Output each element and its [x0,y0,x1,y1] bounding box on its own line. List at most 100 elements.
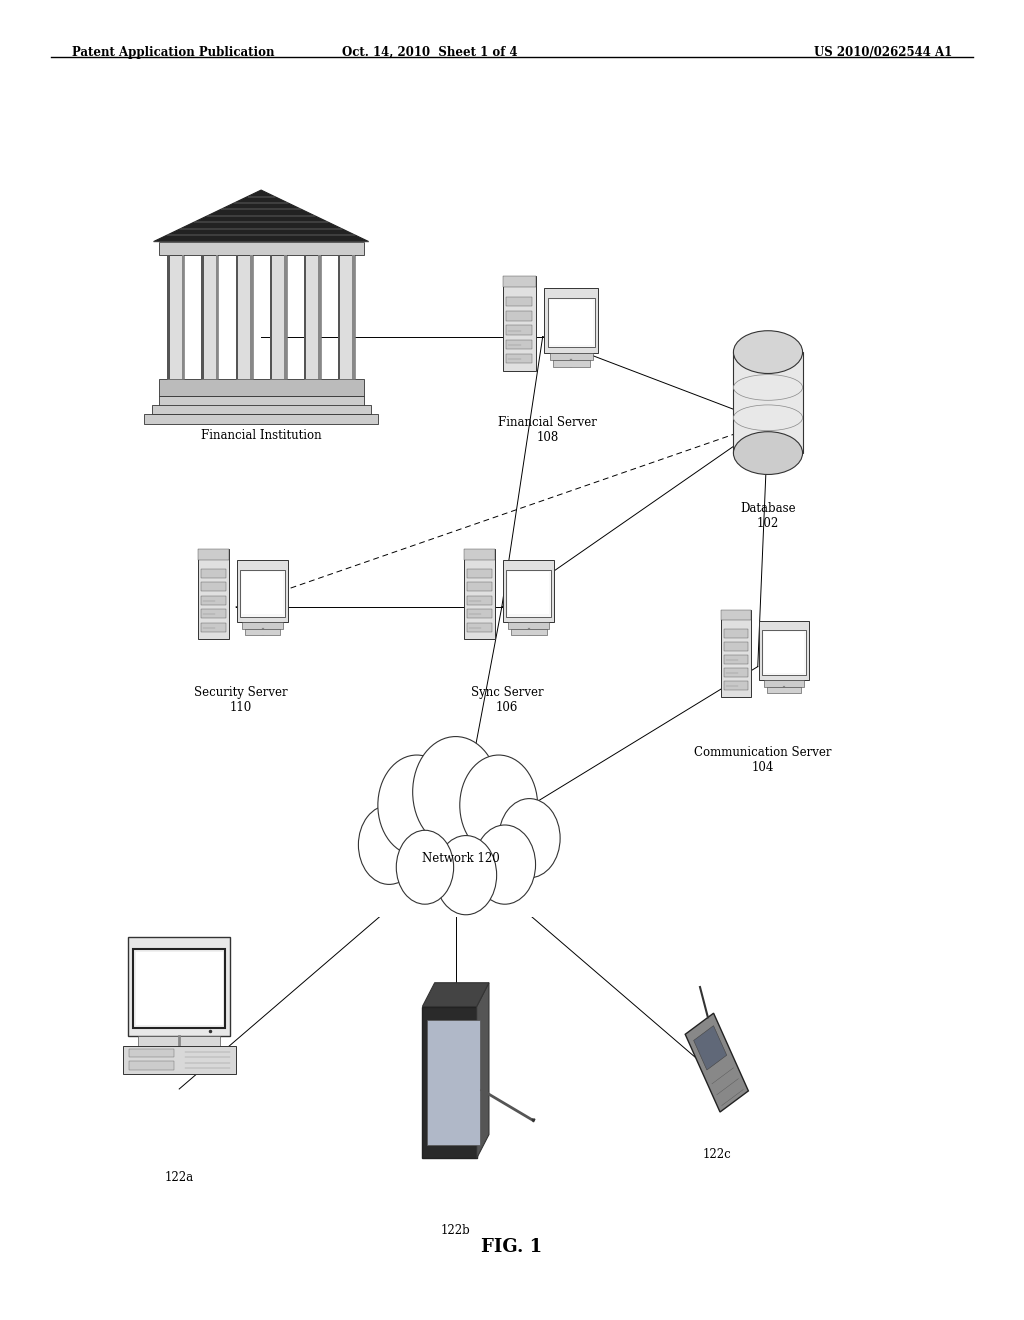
Bar [245,628,281,635]
Text: Financial Institution: Financial Institution [201,429,322,442]
Bar [724,655,749,664]
Bar [201,595,226,605]
Circle shape [396,830,454,904]
Bar [762,630,806,676]
Bar [159,396,364,407]
Bar [216,255,218,379]
Bar [760,620,809,680]
Ellipse shape [733,331,803,374]
Bar [242,573,283,614]
Text: 122a: 122a [165,1171,194,1184]
Circle shape [460,755,538,855]
Circle shape [435,836,497,915]
Bar [202,255,204,379]
Text: Communication Server
104: Communication Server 104 [694,746,831,774]
Bar [724,628,749,638]
Ellipse shape [733,405,803,430]
Bar [144,414,378,424]
Bar [338,255,340,379]
Circle shape [378,755,456,855]
Bar [467,623,493,632]
Bar [427,1020,479,1144]
Bar [123,1045,236,1074]
Bar [733,352,803,453]
Ellipse shape [733,375,803,400]
Bar [767,688,802,693]
Polygon shape [477,982,489,1159]
Text: US 2010/0262544 A1: US 2010/0262544 A1 [814,46,952,59]
Bar [764,680,804,688]
Bar [550,301,593,345]
Bar [338,255,355,379]
Bar [198,549,229,560]
Bar [724,642,749,651]
Bar [721,610,752,620]
Polygon shape [154,190,369,242]
Text: Database
102: Database 102 [740,502,796,529]
Text: Financial Server
108: Financial Server 108 [499,416,597,444]
Bar [508,573,549,614]
Bar [133,949,225,1028]
Bar [198,549,229,639]
Text: Security Server
110: Security Server 110 [194,686,288,714]
Bar [238,560,288,622]
Bar [506,354,532,363]
Bar [467,582,493,591]
Bar [241,570,285,616]
Bar [250,255,253,379]
Circle shape [499,799,560,878]
Bar [724,681,749,690]
Text: Oct. 14, 2010  Sheet 1 of 4: Oct. 14, 2010 Sheet 1 of 4 [342,46,518,59]
Text: Network 120: Network 120 [422,851,500,865]
Bar [503,276,536,371]
Text: FIG. 1: FIG. 1 [481,1238,543,1257]
Bar [128,1049,173,1057]
Bar [136,952,222,1026]
Bar [128,1061,173,1069]
Bar [159,379,364,396]
Bar [464,549,496,639]
Bar [764,632,804,673]
Bar [553,360,590,367]
Text: Patent Application Publication: Patent Application Publication [72,46,274,59]
Bar [304,255,306,379]
Bar [507,570,551,616]
Bar [138,1036,220,1045]
Bar [511,628,547,635]
Bar [318,255,321,379]
Circle shape [358,805,420,884]
Bar [201,569,226,578]
Bar [464,549,496,560]
Bar [352,255,355,379]
Bar [506,339,532,350]
Bar [550,352,593,360]
Bar [269,255,272,379]
Bar [503,276,536,288]
Bar [201,623,226,632]
Polygon shape [693,1026,727,1071]
Text: Sync Server
106: Sync Server 106 [471,686,543,714]
Bar [152,405,371,414]
Bar [506,297,532,306]
Bar [201,582,226,591]
Bar [284,255,287,379]
Polygon shape [422,982,489,1006]
Bar [506,325,532,335]
Bar [369,838,543,917]
Circle shape [413,737,499,847]
Bar [236,255,253,379]
Bar [304,255,321,379]
Bar [167,255,184,379]
Bar [182,255,184,379]
Bar [128,937,230,1036]
Bar [202,255,218,379]
Bar [167,255,170,379]
Bar [721,610,752,697]
Ellipse shape [733,432,803,474]
Bar [236,255,238,379]
Bar [467,610,493,618]
Polygon shape [685,1014,749,1111]
Bar [159,242,364,255]
Text: 122b: 122b [440,1224,471,1237]
Bar [509,622,549,628]
